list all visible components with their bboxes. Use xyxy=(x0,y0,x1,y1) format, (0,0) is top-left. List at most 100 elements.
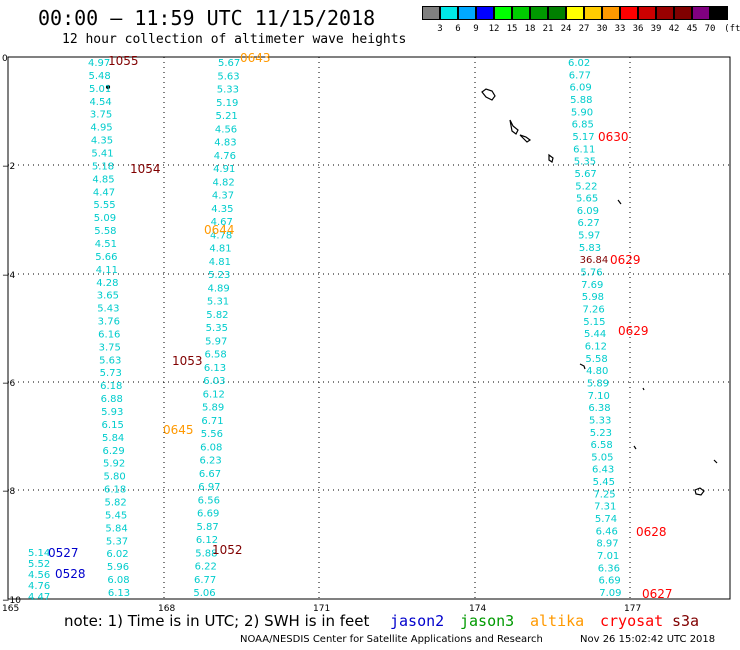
wave-height-label: 4.80 xyxy=(586,366,608,377)
wave-height-label: 6.77 xyxy=(194,575,216,586)
island-marshall-4 xyxy=(548,153,554,163)
wave-height-label: 6.77 xyxy=(569,70,591,81)
wave-height-label: 6.58 xyxy=(204,350,226,361)
legend-s3a: s3a xyxy=(672,612,700,630)
wave-height-label: 6.97 xyxy=(198,482,220,493)
wave-height-label: 5.19 xyxy=(216,98,238,109)
wave-height-label: 5.82 xyxy=(206,310,228,321)
pass-label: 0629 xyxy=(618,324,649,338)
legend-label: 18 xyxy=(524,24,536,34)
legend-label: 24 xyxy=(560,24,572,34)
wave-height-label: 6.12 xyxy=(196,535,218,546)
wave-height-label: 4.47 xyxy=(28,592,50,603)
wave-height-label: 5.74 xyxy=(595,514,617,525)
wave-height-label: 6.23 xyxy=(200,456,222,467)
wave-height-label: 5.41 xyxy=(91,148,113,159)
wave-height-label: 7.26 xyxy=(583,305,605,316)
pass-label: 0528 xyxy=(55,567,86,581)
wave-height-label: 5.88 xyxy=(570,95,592,106)
lat-tick-label: −6 xyxy=(2,379,16,389)
wave-height-label: 5.05 xyxy=(591,452,613,463)
wave-height-label: 4.82 xyxy=(212,177,234,188)
legend-unit: (ft) xyxy=(724,24,740,34)
island-tuvalu-3 xyxy=(633,445,637,450)
wave-height-label: 4.54 xyxy=(89,97,111,108)
legend-swatch xyxy=(602,6,620,20)
wave-height-label: 4.76 xyxy=(28,581,50,592)
pass-label: 0628 xyxy=(636,525,667,539)
pass-label: 0527 xyxy=(48,546,79,560)
legend-label: 42 xyxy=(668,24,680,34)
wave-height-label: 5.84 xyxy=(105,523,127,534)
pass-label: 0643 xyxy=(240,51,271,65)
wave-height-label: 5.93 xyxy=(101,407,123,418)
wave-height-label: 6.22 xyxy=(195,562,217,573)
wave-height-label: 4.83 xyxy=(214,138,236,149)
pass-label: 0630 xyxy=(598,130,629,144)
wave-height-label: 5.84 xyxy=(102,433,124,444)
wave-height-label: 5.92 xyxy=(103,459,125,470)
legend-label: 39 xyxy=(650,24,662,34)
wave-height-label: 7.69 xyxy=(581,280,603,291)
legend-swatch xyxy=(512,6,530,20)
wave-height-label: 6.09 xyxy=(569,83,591,94)
wave-height-label: 5.65 xyxy=(576,194,598,205)
wave-height-label: 6.88 xyxy=(101,394,123,405)
legend-label: 70 xyxy=(704,24,716,34)
wave-height-label: 5.83 xyxy=(579,243,601,254)
wave-height-label: 5.73 xyxy=(100,368,122,379)
wave-height-label: 6.18 xyxy=(100,381,122,392)
legend-swatch xyxy=(566,6,584,20)
wave-height-label: 7.10 xyxy=(588,391,610,402)
wave-height-label: 4.91 xyxy=(213,164,235,175)
lon-tick-label: 174 xyxy=(469,604,486,614)
wave-height-label: 5.23 xyxy=(590,428,612,439)
wave-height-label: 5.63 xyxy=(99,355,121,366)
lat-tick-label: −4 xyxy=(2,271,16,281)
pass-labels: 1055 1054 1053 1052 0643 0644 0645 0630 0629 0629… xyxy=(48,51,673,601)
wave-height-label: 6.08 xyxy=(107,575,129,586)
wave-height-label: 6.12 xyxy=(585,341,607,352)
wave-height-label: 4.78 xyxy=(210,230,232,241)
legend-swatch xyxy=(548,6,566,20)
wave-height-label: 5.88 xyxy=(195,548,217,559)
wave-height-label: 5.58 xyxy=(94,226,116,237)
legend-jason2: jason2 xyxy=(390,612,445,630)
wave-height-label: 4.56 xyxy=(215,124,237,135)
wave-height-label: 6.67 xyxy=(199,469,221,480)
wave-height-label: 5.15 xyxy=(583,317,605,328)
wave-height-label: 5.97 xyxy=(578,231,600,242)
wave-height-label: 4.85 xyxy=(92,174,114,185)
wave-height-label: 5.63 xyxy=(217,71,239,82)
pass-label: 1053 xyxy=(172,354,203,368)
wave-height-label: 4.97 xyxy=(88,58,110,69)
legend-swatch xyxy=(638,6,656,20)
wave-height-label: 5.67 xyxy=(575,169,597,180)
footer-timestamp: Nov 26 15:02:42 UTC 2018 xyxy=(580,634,716,645)
legend-swatch xyxy=(584,6,602,20)
legend-swatch xyxy=(620,6,638,20)
wave-height-label: 4.37 xyxy=(212,191,234,202)
wave-height-label: 5.97 xyxy=(205,336,227,347)
wave-height-label: 5.14 xyxy=(28,548,50,559)
island-marshall-3 xyxy=(519,134,532,143)
legend-label: 12 xyxy=(488,24,500,34)
pass-label: 0644 xyxy=(204,223,235,237)
wave-height-label: 6.58 xyxy=(591,440,613,451)
wave-height-label: 6.09 xyxy=(577,206,599,217)
wave-height-label: 3.75 xyxy=(99,342,121,353)
island-fiji-1 xyxy=(694,487,705,496)
wave-height-label: 5.21 xyxy=(216,111,238,122)
page-subtitle: 12 hour collection of altimeter wave hei… xyxy=(62,32,407,47)
wave-height-label: 6.11 xyxy=(573,144,595,155)
wave-height-label: 6.02 xyxy=(106,549,128,560)
wave-height-label: 6.38 xyxy=(588,403,610,414)
wave-height-label: 6.12 xyxy=(203,389,225,400)
wave-height-label: 4.11 xyxy=(96,265,118,276)
wave-height-label: 6.69 xyxy=(598,576,620,587)
wave-height-label: 7.01 xyxy=(597,551,619,562)
wave-height-label: 4.67 xyxy=(211,217,233,228)
wave-height-label: 4.47 xyxy=(93,187,115,198)
legend-swatch xyxy=(440,6,458,20)
legend-label: 9 xyxy=(473,24,479,34)
